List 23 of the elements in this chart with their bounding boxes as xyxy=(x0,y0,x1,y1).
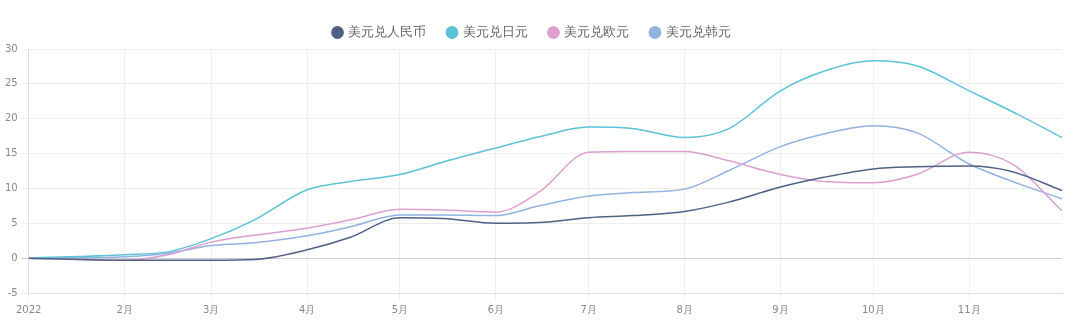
legend-label: 美元兑日元 xyxy=(462,23,528,39)
legend-label: 美元兑人民币 xyxy=(348,23,426,39)
x-tick-label: 2022 xyxy=(16,303,42,315)
x-tick-label: 8月 xyxy=(676,303,693,315)
x-tick-label: 5月 xyxy=(391,303,409,315)
y-tick-label: -5 xyxy=(7,286,18,298)
x-tick-label: 9月 xyxy=(772,303,789,315)
y-tick-label: 15 xyxy=(4,147,18,159)
x-tick-label: 10月 xyxy=(861,303,885,315)
y-tick-label: 20 xyxy=(4,112,18,124)
x-tick-label: 2月 xyxy=(116,303,133,315)
y-tick-label: 25 xyxy=(4,77,18,89)
x-tick-label: 11月 xyxy=(957,303,981,315)
y-tick-label: 10 xyxy=(4,182,18,194)
legend-label: 美元兑韩元 xyxy=(665,23,731,39)
x-tick-label: 6月 xyxy=(487,303,505,315)
y-tick-label: 30 xyxy=(4,42,18,54)
legend-label: 美元兑欧元 xyxy=(564,23,629,39)
x-tick-label: 3月 xyxy=(203,303,220,315)
y-tick-label: 5 xyxy=(11,216,18,228)
y-tick-label: 0 xyxy=(11,251,18,263)
x-tick-label: 7月 xyxy=(580,303,597,315)
x-tick-label: 4月 xyxy=(298,303,316,315)
